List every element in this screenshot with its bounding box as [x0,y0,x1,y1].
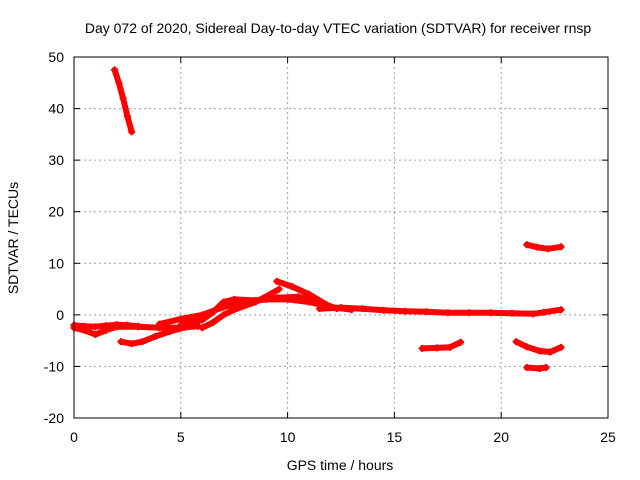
data-point [422,308,430,316]
y-tick-label: 0 [56,307,64,323]
data-point [457,338,465,346]
data-point [536,364,544,372]
x-tick-label: 0 [70,429,78,445]
data-point [540,308,548,316]
plot-frame [73,56,609,419]
data-point [177,315,185,323]
data-point [91,330,99,338]
data-point [337,304,345,312]
y-tick-label: -10 [44,358,64,374]
data-point [117,338,125,346]
data-point [305,290,313,298]
data-point [444,309,452,317]
chart-title: Day 072 of 2020, Sidereal Day-to-day VTE… [85,20,591,36]
data-point [128,128,136,136]
data-point [220,298,228,306]
data-point [529,310,537,318]
y-tick-label: 40 [48,101,64,117]
series-arc-13 [523,241,564,252]
data-point [536,347,544,355]
data-point [401,307,409,315]
y-axis-label: SDTVAR / TECUs [5,182,21,294]
data-point [209,308,217,316]
data-point [542,363,550,371]
data-point [81,322,89,330]
data-point [198,316,206,324]
data-point [523,363,531,371]
x-tick-label: 5 [177,429,185,445]
data-point [209,319,217,327]
data-point [134,322,142,330]
data-point [273,294,281,302]
data-point [187,319,195,327]
data-point [557,343,565,351]
x-tick-label: 20 [493,429,509,445]
data-point [523,343,531,351]
data-point [177,321,185,329]
data-point [198,324,206,332]
data-point [358,305,366,313]
data-point [512,338,520,346]
data-point [155,320,163,328]
axis-ticks: 0 5 10 15 20 25 -20 -10 0 10 20 30 40 50 [44,49,616,445]
y-tick-label: 20 [48,204,64,220]
y-tick-label: 50 [48,49,64,65]
x-tick-label: 15 [387,429,403,445]
data-point [546,348,554,356]
data-series [70,66,565,372]
data-point [151,333,159,341]
data-point [91,323,99,331]
y-tick-label: 30 [48,152,64,168]
data-point [275,285,283,293]
data-point [487,309,495,317]
data-point [534,243,542,251]
y-tick-label: -20 [44,410,64,426]
data-point [418,344,426,352]
x-tick-label: 10 [280,429,296,445]
data-point [123,321,131,329]
data-point [316,305,324,313]
data-point [380,306,388,314]
data-point [230,295,238,303]
data-point [294,293,302,301]
data-point [128,340,136,348]
data-point [119,94,127,102]
data-point [113,321,121,329]
grid-lines [74,57,608,418]
data-point [288,282,296,290]
data-point [557,243,565,251]
data-point [465,309,473,317]
data-point [220,311,228,319]
data-point [523,241,531,249]
data-point [252,298,260,306]
series-arc-9 [316,304,564,317]
data-point [544,245,552,253]
data-point [123,112,131,120]
data-point [230,306,238,314]
data-point [138,338,146,346]
x-axis-label: GPS time / hours [287,457,394,473]
data-point [508,309,516,317]
data-point [273,277,281,285]
data-point [115,79,123,87]
data-point [166,327,174,335]
x-tick-label: 25 [600,429,616,445]
data-point [111,66,119,74]
data-point [557,306,565,314]
data-point [433,344,441,352]
series-arc-10 [419,339,464,352]
data-point [102,322,110,330]
data-point [267,290,275,298]
y-tick-label: 10 [48,255,64,271]
data-point [446,343,454,351]
